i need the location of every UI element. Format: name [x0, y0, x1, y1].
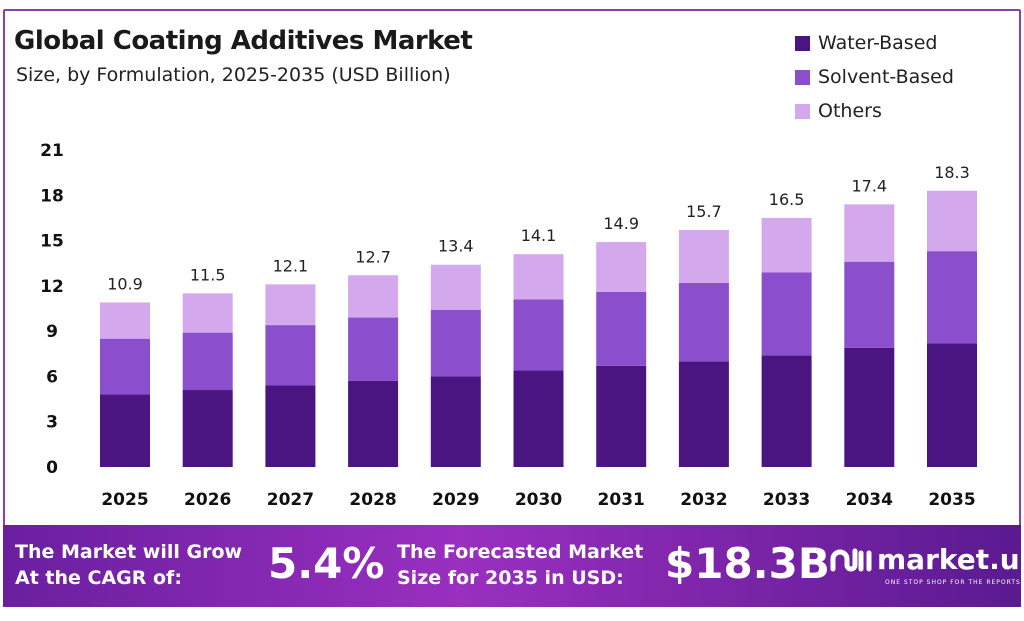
forecast-label-line-2: Size for 2035 in USD:: [397, 567, 624, 589]
legend-swatch: [795, 69, 810, 85]
bar-segment-water-based: [844, 347, 895, 467]
logo-text: market.us: [877, 543, 1024, 576]
cagr-label: The Market will Grow At the CAGR of:: [15, 539, 242, 591]
forecast-label-line-1: The Forecasted Market: [397, 541, 644, 563]
total-data-label: 11.5: [190, 265, 226, 284]
total-data-label: 12.7: [355, 247, 391, 266]
total-data-label: 12.1: [273, 256, 309, 275]
total-data-label: 17.4: [851, 176, 887, 195]
legend: Water-Based Solvent-Based Others: [795, 26, 954, 128]
bar-segment-solvent-based: [844, 261, 895, 348]
x-tick-label: 2026: [184, 490, 231, 510]
y-tick-label: 3: [46, 413, 58, 433]
x-tick-label: 2028: [349, 490, 396, 510]
bar-segment-others: [100, 302, 150, 339]
total-data-label: 14.9: [603, 214, 639, 233]
bar-segment-solvent-based: [182, 332, 233, 391]
x-tick-label: 2035: [928, 490, 975, 510]
total-data-label: 14.1: [521, 226, 557, 245]
bar-segment-water-based: [430, 376, 481, 467]
y-tick-label: 9: [46, 322, 58, 342]
total-data-label: 16.5: [769, 190, 805, 209]
bar-segment-water-based: [678, 361, 729, 467]
x-tick-label: 2029: [432, 490, 479, 510]
y-tick-label: 6: [46, 367, 58, 387]
bar-segment-others: [844, 204, 895, 262]
legend-item: Solvent-Based: [795, 60, 954, 94]
chart-title: Global Coating Additives Market: [14, 26, 473, 56]
footer-banner: The Market will Grow At the CAGR of: 5.4…: [3, 525, 1024, 607]
bar-segment-water-based: [596, 365, 647, 467]
x-tick-label: 2025: [101, 490, 148, 510]
logo-tagline: ONE STOP SHOP FOR THE REPORTS: [885, 579, 1021, 586]
cagr-value: 5.4%: [268, 539, 385, 588]
bar-segment-others: [513, 254, 564, 300]
total-data-label: 13.4: [438, 237, 474, 256]
y-tick-label: 12: [40, 277, 64, 297]
bar-segment-water-based: [348, 380, 399, 467]
bar-segment-solvent-based: [100, 338, 150, 395]
bar-segment-others: [430, 264, 481, 311]
bar-segment-water-based: [761, 355, 812, 467]
bar-segment-solvent-based: [927, 251, 977, 344]
total-data-label: 15.7: [686, 202, 722, 221]
legend-label: Water-Based: [818, 32, 938, 54]
bar-segment-others: [678, 230, 729, 283]
logo-icon: [830, 548, 872, 571]
chart-subtitle: Size, by Formulation, 2025-2035 (USD Bil…: [16, 64, 451, 86]
bar-segment-others: [596, 242, 647, 292]
forecast-label: The Forecasted Market Size for 2035 in U…: [397, 539, 643, 591]
x-tick-label: 2033: [763, 490, 810, 510]
market-us-logo: market.us ONE STOP SHOP FOR THE REPORTS: [829, 543, 1024, 586]
bar-segment-solvent-based: [596, 291, 647, 366]
bar-segment-others: [348, 275, 399, 318]
cagr-label-line-2: At the CAGR of:: [15, 567, 182, 589]
bar-segment-solvent-based: [265, 325, 316, 386]
legend-swatch: [795, 35, 810, 51]
bar-segment-solvent-based: [513, 299, 564, 371]
y-tick-label: 21: [40, 141, 64, 161]
bar-segment-others: [182, 293, 233, 333]
y-tick-label: 15: [40, 232, 64, 252]
bar-segment-water-based: [265, 385, 316, 467]
total-data-label: 10.9: [107, 274, 143, 293]
y-tick-label: 18: [40, 186, 64, 206]
x-tick-label: 2027: [267, 490, 314, 510]
legend-label: Others: [818, 100, 882, 122]
x-tick-label: 2030: [515, 490, 562, 510]
legend-item: Others: [795, 94, 954, 128]
bar-segment-others: [927, 190, 977, 252]
x-tick-label: 2032: [680, 490, 727, 510]
legend-swatch: [795, 103, 810, 119]
total-data-label: 18.3: [934, 163, 970, 182]
bar-segment-water-based: [513, 370, 564, 467]
bar-segment-solvent-based: [430, 310, 481, 377]
cagr-label-line-1: The Market will Grow: [15, 541, 243, 563]
bar-segment-solvent-based: [678, 282, 729, 362]
bar-segment-solvent-based: [761, 272, 812, 356]
bar-segment-solvent-based: [348, 317, 399, 381]
bar-segment-water-based: [927, 343, 977, 467]
x-tick-label: 2031: [598, 490, 645, 510]
legend-item: Water-Based: [795, 26, 954, 60]
bar-segment-others: [265, 284, 316, 326]
bar-segment-water-based: [182, 390, 233, 467]
forecast-value: $18.3B: [665, 539, 830, 588]
y-tick-label: 0: [46, 458, 58, 478]
legend-label: Solvent-Based: [818, 66, 954, 88]
x-tick-label: 2034: [846, 490, 893, 510]
bar-segment-water-based: [100, 394, 150, 467]
bar-segment-others: [761, 217, 812, 273]
